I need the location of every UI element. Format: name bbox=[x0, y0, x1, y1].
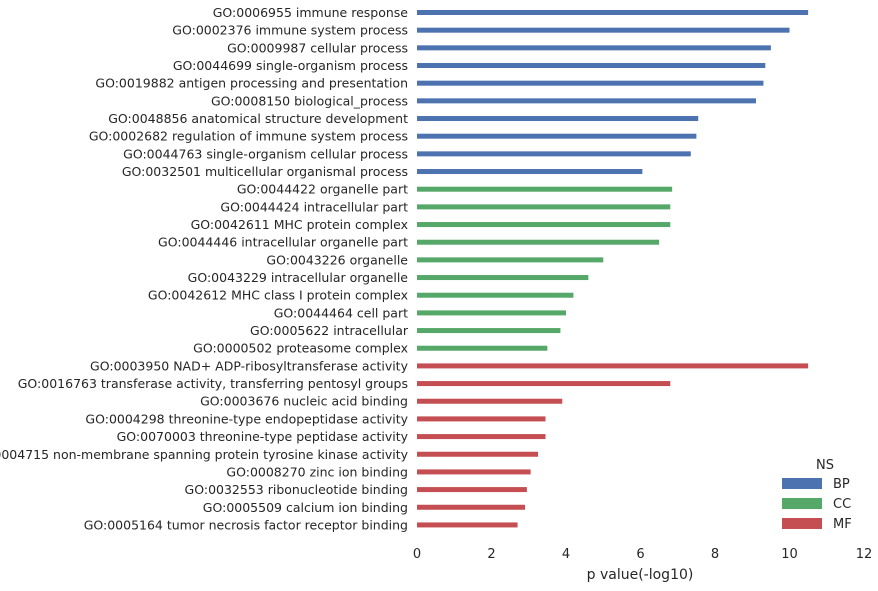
legend-swatch-bp bbox=[782, 478, 822, 489]
legend: NS BP CC MF bbox=[782, 458, 852, 532]
bar-8 bbox=[417, 133, 697, 139]
bar-18 bbox=[417, 310, 566, 316]
x-tick-label: 6 bbox=[636, 547, 644, 562]
category-label: GO:0032553 ribonucleotide binding bbox=[185, 482, 408, 497]
category-label: GO:0000502 proteasome complex bbox=[193, 341, 408, 356]
x-tick-label: 0 bbox=[413, 547, 421, 562]
category-label: GO:0043229 intracellular organelle bbox=[188, 270, 409, 285]
legend-swatch-cc bbox=[782, 498, 822, 509]
bar-3 bbox=[417, 45, 771, 51]
category-label: GO:0008150 biological_process bbox=[211, 93, 408, 108]
category-label: GO:0044763 single-organism cellular proc… bbox=[123, 146, 408, 161]
bar-24 bbox=[417, 416, 546, 422]
bar-17 bbox=[417, 292, 574, 298]
category-label: GO:0019882 antigen processing and presen… bbox=[95, 76, 408, 91]
bar-10 bbox=[417, 169, 643, 175]
bar-11 bbox=[417, 186, 673, 192]
category-label: GO:0044446 intracellular organelle part bbox=[158, 235, 408, 250]
bar-21 bbox=[417, 363, 809, 369]
bar-20 bbox=[417, 345, 548, 351]
category-label: GO:0044424 intracellular part bbox=[220, 199, 408, 214]
category-label: GO:0004715 non-membrane spanning protein… bbox=[0, 447, 409, 462]
legend-title: NS bbox=[816, 458, 834, 473]
bar-29 bbox=[417, 504, 526, 510]
legend-swatch-mf bbox=[782, 518, 822, 529]
category-labels-group: GO:0006955 immune response GO:0002376 imm… bbox=[0, 5, 409, 532]
category-label: GO:0044464 cell part bbox=[274, 305, 408, 320]
category-label: GO:0003950 NAD+ ADP-ribosyltransferase a… bbox=[90, 358, 409, 373]
category-label: GO:0005622 intracellular bbox=[250, 323, 409, 338]
bar-23 bbox=[417, 398, 563, 404]
bar-30 bbox=[417, 522, 518, 528]
bar-13 bbox=[417, 222, 671, 228]
bar-5 bbox=[417, 80, 764, 86]
x-tick-label: 10 bbox=[781, 547, 798, 562]
bar-14 bbox=[417, 239, 660, 245]
category-label: GO:0006955 immune response bbox=[213, 5, 409, 20]
category-label: GO:0002376 immune system process bbox=[172, 23, 408, 38]
x-tick-label: 12 bbox=[856, 547, 873, 562]
x-tick-label: 8 bbox=[711, 547, 719, 562]
legend-label-bp: BP bbox=[833, 477, 850, 492]
category-label: GO:0048856 anatomical structure developm… bbox=[108, 111, 408, 126]
legend-label-cc: CC bbox=[833, 497, 851, 512]
legend-label-mf: MF bbox=[833, 517, 852, 532]
bars-group bbox=[417, 10, 809, 528]
category-label: GO:0004298 threonine-type endopeptidase … bbox=[85, 411, 408, 426]
x-tick-labels-group: 0 2 4 6 8 10 12 bbox=[413, 547, 872, 562]
bar-12 bbox=[417, 204, 671, 210]
x-axis-label: p value(-log10) bbox=[587, 567, 694, 583]
bar-9 bbox=[417, 151, 691, 157]
bar-7 bbox=[417, 116, 699, 122]
bar-6 bbox=[417, 98, 756, 104]
category-label: GO:0009987 cellular process bbox=[227, 40, 408, 55]
category-label: GO:0016763 transferase activity, transfe… bbox=[18, 376, 408, 391]
bar-28 bbox=[417, 487, 527, 493]
bar-25 bbox=[417, 434, 546, 440]
bar-27 bbox=[417, 469, 531, 475]
category-label: GO:0043226 organelle bbox=[266, 252, 408, 267]
category-label: GO:0008270 zinc ion binding bbox=[226, 464, 408, 479]
category-label: GO:0042612 MHC class I protein complex bbox=[148, 288, 408, 303]
bar-22 bbox=[417, 381, 671, 387]
category-label: GO:0070003 threonine-type peptidase acti… bbox=[117, 429, 409, 444]
x-tick-label: 4 bbox=[562, 547, 570, 562]
category-label: GO:0002682 regulation of immune system p… bbox=[89, 129, 408, 144]
category-label: GO:0032501 multicellular organismal proc… bbox=[122, 164, 408, 179]
bar-1 bbox=[417, 10, 809, 15]
category-label: GO:0003676 nucleic acid binding bbox=[200, 394, 408, 409]
x-tick-label: 2 bbox=[487, 547, 495, 562]
bar-15 bbox=[417, 257, 604, 263]
category-label: GO:0044422 organelle part bbox=[237, 182, 408, 197]
category-label: GO:0042611 MHC protein complex bbox=[191, 217, 408, 232]
bar-4 bbox=[417, 63, 766, 69]
category-label: GO:0005164 tumor necrosis factor recepto… bbox=[84, 517, 408, 532]
bar-2 bbox=[417, 27, 790, 33]
bar-26 bbox=[417, 451, 539, 457]
bar-16 bbox=[417, 275, 589, 281]
category-label: GO:0005509 calcium ion binding bbox=[203, 500, 408, 515]
category-label: GO:0044699 single-organism process bbox=[173, 58, 408, 73]
bar-19 bbox=[417, 328, 561, 334]
